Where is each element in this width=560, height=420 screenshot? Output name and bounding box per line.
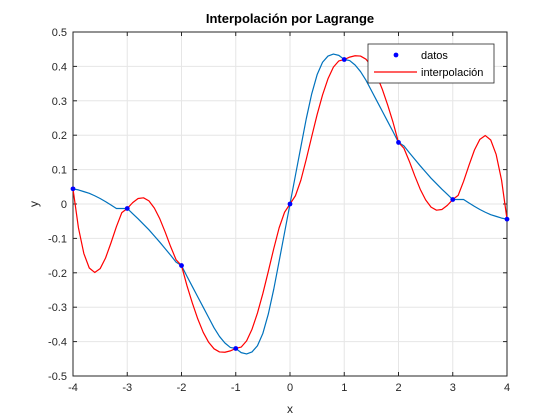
x-tick-label: 2 (395, 382, 401, 394)
legend: datos interpolación (367, 43, 495, 84)
legend-marker-datos (393, 52, 399, 58)
x-tick-label: -1 (231, 382, 241, 394)
x-tick-label: -4 (68, 382, 78, 394)
x-tick-label: 1 (341, 382, 347, 394)
data-point (233, 346, 239, 351)
y-tick-label: -0.5 (48, 371, 67, 383)
legend-box (367, 43, 495, 84)
y-tick-label: 0.1 (52, 165, 67, 177)
y-axis-label: y (27, 201, 41, 207)
legend-label-datos: datos (421, 50, 448, 62)
data-point (450, 197, 456, 202)
x-tick-label: 0 (287, 382, 293, 394)
x-tick-label: -2 (177, 382, 187, 394)
legend-label-interpolacion: interpolación (421, 67, 483, 79)
x-tick-label: 3 (450, 382, 456, 394)
data-point (287, 201, 293, 207)
y-axis-ticks: -0.5 -0.4 -0.3 -0.2 -0.1 0 0.1 0.2 0.3 0.4 0.5 (48, 27, 507, 383)
x-axis-label: x (287, 402, 293, 416)
x-tick-label: 4 (504, 382, 510, 394)
y-tick-label: -0.1 (48, 233, 67, 245)
y-tick-label: 0.3 (52, 96, 67, 108)
y-tick-label: 0.5 (52, 27, 67, 39)
data-point (124, 206, 130, 211)
series-layer (70, 53, 510, 355)
y-tick-label: -0.4 (48, 337, 67, 349)
y-tick-label: 0 (61, 199, 67, 211)
y-tick-label: -0.2 (48, 268, 67, 280)
x-tick-label: -3 (122, 382, 132, 394)
data-point (70, 186, 76, 192)
data-point (504, 216, 510, 222)
x-axis-ticks: -4 -3 -2 -1 0 1 2 3 4 (68, 32, 510, 394)
y-tick-label: 0.4 (52, 61, 67, 73)
y-tick-label: 0.2 (52, 130, 67, 142)
y-tick-label: -0.3 (48, 302, 67, 314)
data-point (341, 57, 347, 62)
data-point (179, 263, 184, 268)
chart-title: Interpolación por Lagrange (206, 11, 374, 26)
data-point (396, 140, 401, 145)
